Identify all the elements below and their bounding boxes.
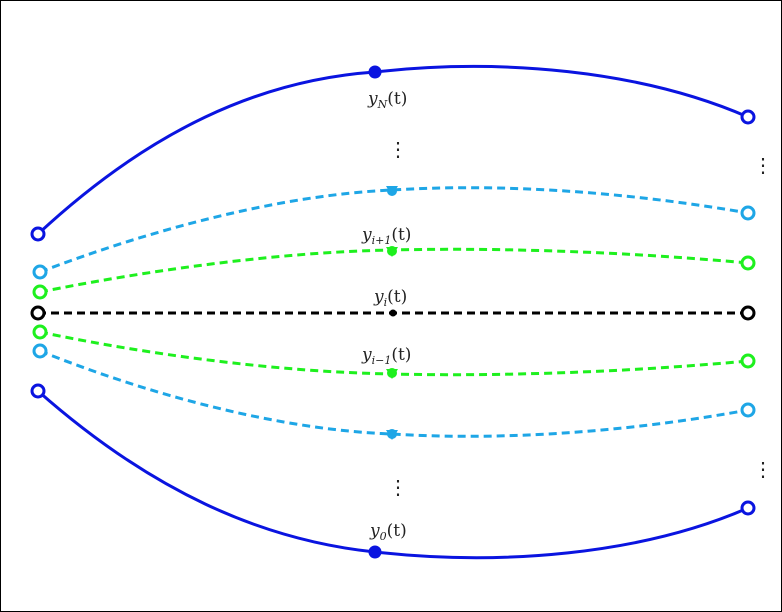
left-endpoint-lower-cyan	[32, 343, 48, 359]
left-endpoint-yi-minus-1	[32, 324, 48, 340]
right-endpoint-y0	[740, 500, 756, 516]
midpoint-yi	[389, 309, 397, 317]
ellipsis-bottom-right: ⋮	[753, 457, 773, 481]
trajectory-yi-plus-1	[39, 247, 749, 294]
label-yi-plus-1: yi+1(t)	[361, 225, 411, 247]
label-yN: yN(t)	[367, 89, 407, 111]
midpoint-yi-minus-1	[386, 368, 398, 379]
ellipsis-top-center: ⋮	[388, 137, 408, 161]
right-endpoint-upper-cyan	[740, 205, 756, 221]
midpoint-yi-plus-1	[386, 246, 398, 257]
right-endpoint-yi-plus-1	[740, 255, 756, 271]
right-endpoint-yi	[740, 305, 756, 321]
right-endpoint-yN	[740, 109, 756, 125]
trajectory-upper-cyan	[39, 186, 749, 274]
left-endpoint-yi-plus-1	[32, 284, 48, 300]
label-y0: y0(t)	[369, 521, 407, 543]
right-endpoint-yi-minus-1	[740, 353, 756, 369]
midpoint-lower-cyan	[386, 429, 398, 440]
ellipsis-bottom-center: ⋮	[388, 475, 408, 499]
label-yi-minus-1: yi−1(t)	[361, 345, 411, 367]
right-endpoint-lower-cyan	[740, 402, 756, 418]
midpoint-yN	[368, 65, 382, 79]
left-endpoint-yN	[30, 226, 46, 242]
left-endpoint-yi	[30, 305, 46, 321]
midpoint-y0	[368, 545, 382, 559]
left-endpoint-y0	[30, 383, 46, 399]
left-endpoint-upper-cyan	[32, 264, 48, 280]
ellipsis-top-right: ⋮	[753, 153, 773, 177]
label-yi: yi(t)	[373, 287, 407, 309]
trajectory-lower-cyan	[39, 349, 749, 438]
midpoint-upper-cyan	[386, 186, 398, 196]
